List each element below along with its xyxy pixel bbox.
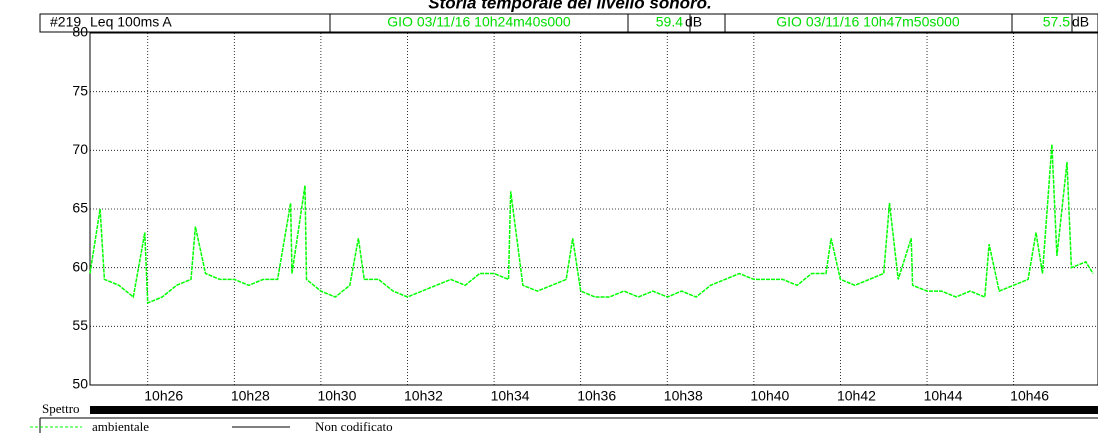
y-tick-label: 80 [72, 24, 88, 40]
x-tick-label: 10h32 [404, 388, 443, 404]
header-end: GIO 03/11/16 10h47m50s000 [776, 14, 960, 30]
spectrum-label: Spettro [42, 401, 80, 416]
x-tick-label: 10h26 [144, 388, 183, 404]
x-tick-label: 10h46 [1010, 388, 1049, 404]
spectrum-bar [90, 406, 1098, 414]
header-measure: Leq 100ms A [90, 14, 172, 30]
x-tick-label: 10h38 [664, 388, 703, 404]
y-tick-label: 60 [72, 258, 88, 274]
x-tick-label: 10h28 [231, 388, 270, 404]
y-tick-label: 75 [72, 82, 88, 98]
header-unit: dB [685, 14, 702, 30]
x-tick-label: 10h40 [750, 388, 789, 404]
y-tick-label: 50 [72, 376, 88, 392]
y-tick-label: 70 [72, 141, 88, 157]
legend-label: ambientale [92, 419, 149, 433]
legend-label: Non codificato [315, 419, 393, 433]
header-box [627, 13, 691, 33]
x-tick-label: 10h34 [491, 388, 530, 404]
header-end-value: 57.5 [1043, 14, 1070, 30]
y-tick-label: 55 [72, 317, 88, 333]
header-id: #219 [50, 14, 81, 30]
chart-title: Storia temporale del livello sonoro. [428, 0, 711, 12]
x-tick-label: 10h44 [924, 388, 963, 404]
x-tick-label: 10h42 [837, 388, 876, 404]
line-series [89, 144, 1094, 304]
header-box [1011, 13, 1073, 33]
x-tick-label: 10h30 [317, 388, 356, 404]
header-unit: dB [1072, 14, 1089, 30]
y-tick-label: 65 [72, 200, 88, 216]
x-tick-label: 10h36 [577, 388, 616, 404]
header-start-value: 59.4 [656, 14, 683, 30]
header-start: GIO 03/11/16 10h24m40s000 [387, 14, 571, 30]
